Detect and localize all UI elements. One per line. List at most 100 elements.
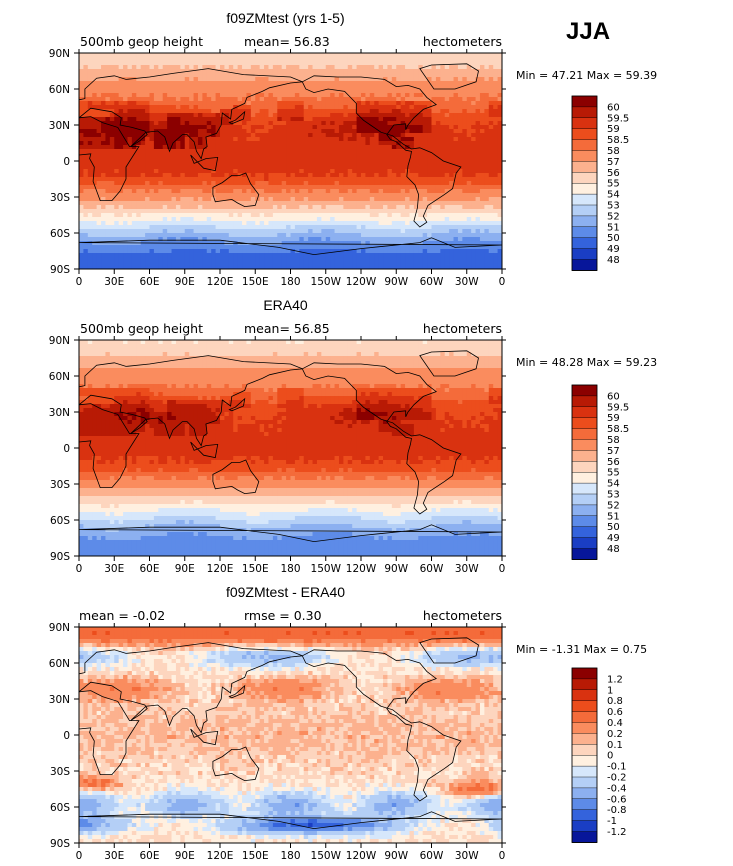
y-tick-label: 30S xyxy=(50,192,70,204)
coast-greenland xyxy=(419,637,479,664)
y-tick-label: 0 xyxy=(63,730,70,742)
coast-africa xyxy=(79,403,140,488)
contour-field xyxy=(79,340,502,556)
x-tick-label: 120E xyxy=(207,276,234,288)
colorbar-label: 53 xyxy=(607,490,620,501)
colorbar-swatch xyxy=(571,117,598,130)
x-tick-label: 120W xyxy=(346,850,377,862)
x-tick-label: 180 xyxy=(280,563,300,575)
coast-africa xyxy=(79,690,140,775)
colorbar-swatch xyxy=(571,215,598,228)
colorbar-label: 49 xyxy=(607,533,620,544)
minmax-label: Min = 48.28 Max = 59.23 xyxy=(516,356,657,369)
colorbar-label: 56 xyxy=(607,168,620,179)
contour-field xyxy=(79,53,502,269)
x-tick-label: 60E xyxy=(140,850,160,862)
colorbar-swatch xyxy=(571,193,598,206)
colorbar-swatch xyxy=(571,537,598,549)
colorbar-label: 56 xyxy=(607,457,620,468)
colorbar-label: 52 xyxy=(607,500,620,511)
colorbar-swatch xyxy=(571,722,598,734)
colorbar-swatch xyxy=(571,139,598,152)
colorbar-frame xyxy=(571,384,598,560)
y-tick-label: 90S xyxy=(50,264,70,276)
x-tick-label: 150E xyxy=(242,276,269,288)
center-label: rmse = 0.30 xyxy=(244,608,322,623)
y-tick-label: 90N xyxy=(49,622,70,634)
colorbar-swatch xyxy=(571,150,598,162)
colorbar-frame xyxy=(571,95,598,271)
coast-eurasia xyxy=(79,642,303,734)
colorbar-swatch xyxy=(571,809,598,822)
x-tick-label: 150W xyxy=(311,850,342,862)
colorbar-swatch xyxy=(571,711,598,723)
contour-field xyxy=(79,627,502,843)
y-tick-label: 30S xyxy=(50,479,70,491)
panel-title: ERA40 xyxy=(263,297,308,313)
x-tick-label: 150E xyxy=(242,850,269,862)
colorbar-swatch xyxy=(571,548,598,560)
coast-australia xyxy=(212,459,260,495)
colorbar: 1.210.80.60.40.20.10-0.1-0.2-0.4-0.6-0.8… xyxy=(571,667,627,843)
colorbar-label: -0.6 xyxy=(607,794,627,805)
y-tick-label: 60N xyxy=(49,84,70,96)
colorbar-label: -0.8 xyxy=(607,805,627,816)
colorbar-label: 0.1 xyxy=(607,740,623,751)
coast-maritime xyxy=(190,728,219,746)
colorbar-label: 1 xyxy=(607,685,613,696)
colorbar-label: 60 xyxy=(607,102,620,113)
colorbar-label: 52 xyxy=(607,211,620,222)
colorbar-swatch xyxy=(571,128,598,141)
y-tick-label: 0 xyxy=(63,443,70,455)
x-tick-label: 150E xyxy=(242,563,269,575)
x-tick-label: 30E xyxy=(104,850,124,862)
colorbar-label: 1.2 xyxy=(607,674,623,685)
x-tick-label: 90E xyxy=(175,563,195,575)
coast-eurasia xyxy=(79,68,303,160)
x-tick-label: 90E xyxy=(175,850,195,862)
colorbar-swatch xyxy=(571,776,598,789)
coast-americas xyxy=(301,362,462,515)
coast-greenland xyxy=(419,350,479,377)
x-tick-label: 120E xyxy=(207,850,234,862)
left-label: 500mb geop height xyxy=(80,321,203,336)
coast-antarctica xyxy=(79,524,502,543)
colorbar-swatch xyxy=(571,787,598,800)
colorbar-label: 0.6 xyxy=(607,707,623,718)
coast-australia xyxy=(212,172,260,208)
colorbar-swatch xyxy=(571,226,598,239)
colorbar-label: 54 xyxy=(607,479,620,490)
colorbar-swatch xyxy=(571,182,598,195)
colorbar-swatch xyxy=(571,526,598,539)
colorbar-swatch xyxy=(571,667,598,680)
left-label: 500mb geop height xyxy=(80,34,203,49)
x-tick-label: 150W xyxy=(311,276,342,288)
colorbar-swatch xyxy=(571,493,598,506)
colorbar-label: -1 xyxy=(607,816,617,827)
colorbar-swatch xyxy=(571,428,598,441)
x-tick-label: 90W xyxy=(384,276,408,288)
x-tick-label: 30W xyxy=(455,563,479,575)
coastlines xyxy=(79,63,502,256)
colorbar-swatch xyxy=(571,472,598,484)
y-tick-label: 90N xyxy=(49,335,70,347)
x-tick-label: 120W xyxy=(346,563,377,575)
map-panel-1: f09ZMtest (yrs 1-5) 500mb geop height mean… xyxy=(49,10,657,288)
coast-africa xyxy=(79,116,140,201)
y-tick-label: 60S xyxy=(50,802,70,814)
colorbar-label: 51 xyxy=(607,222,620,233)
colorbar-swatch xyxy=(571,744,598,756)
x-tick-label: 120W xyxy=(346,276,377,288)
colorbar-label: -0.2 xyxy=(607,773,627,784)
coast-antarctica xyxy=(79,811,502,830)
coastlines xyxy=(79,637,502,830)
colorbar-swatch xyxy=(571,765,598,778)
y-tick-label: 60N xyxy=(49,371,70,383)
colorbar-label: 58 xyxy=(607,435,620,446)
x-tick-label: 60W xyxy=(420,276,444,288)
coast-antarctica xyxy=(79,237,502,256)
colorbar-swatch xyxy=(571,733,598,745)
colorbar-label: 0 xyxy=(607,751,613,762)
